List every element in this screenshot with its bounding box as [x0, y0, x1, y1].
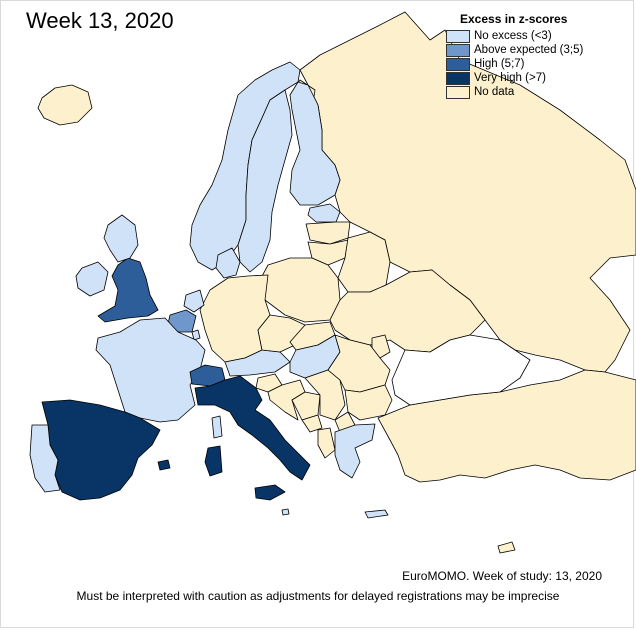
region-denmark[interactable]: [215, 247, 241, 279]
region-black-sea: [391, 334, 531, 406]
region-malta[interactable]: [281, 508, 290, 516]
legend-label: High (5;7): [474, 58, 525, 70]
region-netherlands[interactable]: [183, 289, 205, 313]
region-bulgaria[interactable]: [344, 384, 393, 421]
region-baleares[interactable]: [157, 459, 171, 471]
region-montenegro[interactable]: [301, 414, 323, 433]
legend-swatch: [446, 71, 470, 85]
legend-label: No excess (<3): [474, 30, 552, 42]
legend-label: Above expected (3;5): [474, 44, 584, 56]
region-estonia[interactable]: [307, 203, 341, 223]
region-scotland[interactable]: [103, 214, 139, 263]
region-sardinia[interactable]: [204, 445, 223, 477]
legend-item: No data: [446, 85, 631, 99]
region-crete[interactable]: [364, 509, 389, 519]
region-poland[interactable]: [259, 257, 341, 323]
region-italy[interactable]: [194, 375, 311, 481]
map-title: Week 13, 2020: [26, 8, 174, 33]
region-sweden[interactable]: [237, 89, 293, 273]
region-portugal[interactable]: [29, 424, 61, 493]
region-greece[interactable]: [334, 423, 376, 479]
region-united-kingdom[interactable]: [97, 257, 159, 323]
region-ireland[interactable]: [75, 261, 109, 297]
legend: Excess in z-scores No excess (<3) Above …: [446, 12, 631, 99]
region-corsica[interactable]: [211, 415, 223, 439]
legend-title: Excess in z-scores: [460, 12, 568, 26]
region-sicily[interactable]: [254, 484, 286, 501]
legend-swatch: [446, 43, 470, 57]
legend-swatch: [446, 85, 470, 99]
region-bosnia[interactable]: [291, 391, 321, 421]
region-luxembourg[interactable]: [191, 329, 201, 341]
region-germany[interactable]: [199, 274, 271, 363]
region-iceland[interactable]: [37, 84, 93, 126]
legend-item: No excess (<3): [446, 29, 631, 43]
region-cyprus[interactable]: [497, 541, 516, 554]
footnote: Must be interpreted with caution as adju…: [76, 589, 560, 603]
legend-item: High (5;7): [446, 57, 631, 71]
legend-swatch: [446, 29, 470, 43]
legend-label: Very high (>7): [474, 72, 546, 84]
legend-label: No data: [474, 86, 515, 98]
region-belarus[interactable]: [337, 231, 391, 293]
source-caption: EuroMOMO. Week of study: 13, 2020: [402, 569, 602, 583]
legend-item: Very high (>7): [446, 71, 631, 85]
region-france[interactable]: [95, 317, 206, 423]
region-finland[interactable]: [289, 81, 341, 206]
legend-swatch: [446, 57, 470, 71]
legend-item: Above expected (3;5): [446, 43, 631, 57]
region-albania[interactable]: [317, 427, 336, 459]
